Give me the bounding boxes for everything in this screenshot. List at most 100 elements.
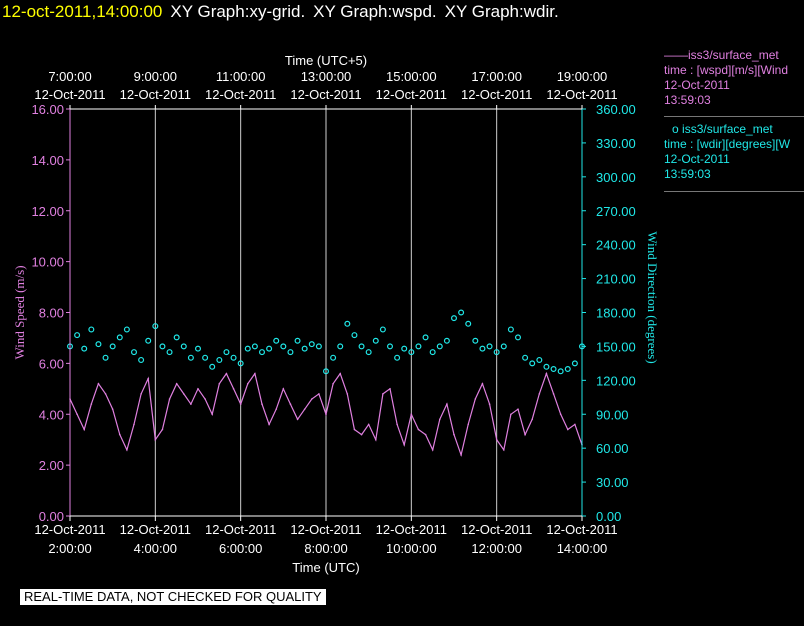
wind-speed-point [197, 388, 199, 390]
wind-direction-point [88, 326, 95, 333]
wind-speed-point [175, 382, 178, 385]
wind-speed-point [104, 393, 107, 395]
wind-speed-point [403, 443, 406, 446]
wind-direction-point [152, 323, 159, 330]
wind-speed-point [538, 393, 541, 395]
wind-direction-point [308, 341, 315, 348]
left-tick-label: 14.00 [31, 153, 64, 168]
wind-direction-point [109, 343, 116, 350]
wind-direction-point [116, 334, 123, 341]
bottom-tick-date: 12-Oct-2011 [120, 522, 191, 537]
wind-direction-point [280, 343, 287, 350]
wind-direction-point [294, 337, 301, 344]
wind-direction-point [301, 345, 308, 352]
wind-speed-point [367, 423, 370, 426]
wind-speed-point [246, 382, 249, 385]
wind-direction-point [422, 334, 429, 341]
top-axis-title: Time (UTC+5) [285, 53, 367, 68]
wind-speed-point [396, 423, 398, 426]
wind-speed-point [360, 433, 363, 436]
left-tick-label: 6.00 [39, 356, 64, 371]
wind-direction-point [315, 343, 322, 350]
wind-speed-point [453, 433, 455, 436]
wind-direction-point [451, 315, 458, 322]
right-axis-title: Wind Direction (degrees) [645, 231, 660, 363]
bottom-tick-date: 12-Oct-2011 [376, 522, 447, 537]
wind-direction-point [251, 343, 258, 350]
bottom-tick-time: 10:00:00 [386, 541, 437, 556]
wind-speed-point [318, 393, 320, 395]
legend-series-name: iss3/surface_met [688, 48, 779, 62]
bottom-tick-date: 12-Oct-2011 [205, 522, 276, 537]
wind-speed-point [374, 438, 377, 441]
legend-variable: time : [wdir][degrees][W [664, 137, 791, 151]
wind-speed-point [310, 398, 313, 400]
bottom-tick-date: 12-Oct-2011 [34, 522, 105, 537]
top-tick-time: 7:00:00 [48, 69, 91, 84]
right-tick-label: 180.00 [596, 306, 636, 321]
right-tick-label: 270.00 [596, 204, 636, 219]
wind-speed-point [76, 413, 78, 416]
right-tick-label: 60.00 [596, 441, 629, 456]
wind-speed-point [382, 393, 384, 395]
wind-direction-point [536, 356, 543, 363]
wind-speed-point [545, 372, 548, 375]
legend-time: 13:59:03 [664, 93, 711, 107]
wind-speed-point [510, 413, 512, 416]
wind-direction-point [415, 343, 422, 350]
wind-direction-point [507, 326, 514, 333]
right-tick-label: 210.00 [596, 272, 636, 287]
title-bar: 12-oct-2011,14:00:00 XY Graph:xy-grid. XY … [0, 0, 804, 26]
wind-speed-point [481, 382, 484, 385]
wind-speed-point [431, 449, 434, 451]
wind-speed-point [90, 403, 93, 405]
wind-speed-point [211, 413, 214, 416]
wind-direction-point [522, 354, 529, 361]
bottom-tick-date: 12-Oct-2011 [546, 522, 617, 537]
wind-direction-point [500, 343, 507, 350]
wind-speed-point [474, 398, 477, 400]
wind-direction-point [216, 356, 223, 363]
wind-speed-point [566, 428, 569, 431]
wind-speed-point [303, 408, 306, 410]
wind-direction-point [323, 368, 330, 375]
wind-speed-point [147, 377, 150, 380]
top-tick-date: 12-Oct-2011 [546, 87, 617, 102]
wind-speed-point [417, 428, 420, 431]
bottom-tick-time: 4:00:00 [134, 541, 177, 556]
wind-speed-point [289, 403, 292, 405]
top-tick-time: 13:00:00 [301, 69, 352, 84]
wind-speed-point [325, 413, 327, 416]
wind-direction-point [102, 354, 109, 361]
wind-direction-point [166, 349, 173, 356]
wind-direction-point [273, 337, 280, 344]
top-tick-time: 15:00:00 [386, 69, 437, 84]
right-tick-label: 0.00 [596, 509, 621, 524]
wind-speed-point [190, 403, 192, 405]
wind-direction-point [543, 363, 550, 370]
wind-direction-point [529, 360, 536, 367]
wind-direction-point [443, 337, 450, 344]
top-tick-date: 12-Oct-2011 [290, 87, 361, 102]
wind-speed-point [140, 393, 142, 395]
wind-direction-point [330, 354, 337, 361]
legend-line-marker: —— [664, 48, 688, 62]
wind-direction-point [387, 343, 394, 350]
wind-direction-point [195, 345, 202, 352]
right-tick-label: 240.00 [596, 238, 636, 253]
top-tick-date: 12-Oct-2011 [205, 87, 276, 102]
wind-speed-point [424, 433, 427, 436]
wind-speed-point [126, 449, 128, 451]
wind-speed-point [168, 398, 171, 400]
wind-direction-point [259, 349, 266, 356]
wind-speed-point [467, 423, 470, 426]
legend-divider [664, 191, 804, 192]
legend-series-name: iss3/surface_met [682, 122, 773, 136]
wind-direction-point [187, 354, 194, 361]
top-tick-time: 11:00:00 [216, 69, 266, 84]
graph-name: XY Graph:wdir. [444, 2, 559, 21]
legend-time: 13:59:03 [664, 167, 711, 181]
wind-speed-point [97, 382, 100, 385]
wind-direction-point [436, 343, 443, 350]
wind-speed-point [232, 388, 235, 390]
